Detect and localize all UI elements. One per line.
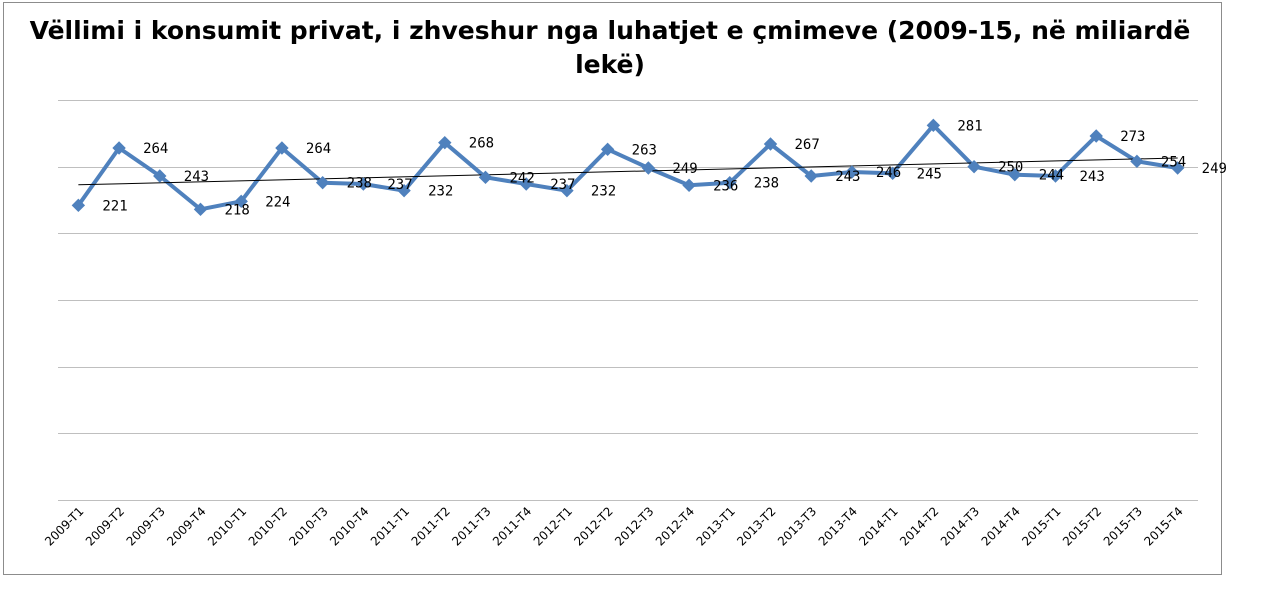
data-label: 264: [306, 141, 331, 157]
x-tick-label: 2011-T1: [368, 504, 412, 548]
x-tick-label: 2009-T1: [42, 504, 86, 548]
data-point-marker: [1089, 129, 1103, 143]
x-tick-label: 2015-T4: [1141, 504, 1185, 548]
x-tick-label: 2012-T2: [571, 504, 615, 548]
data-label: 273: [1120, 129, 1145, 145]
x-tick-label: 2010-T2: [246, 504, 290, 548]
data-label: 238: [754, 176, 779, 192]
data-point-marker: [926, 118, 941, 133]
data-point-marker: [763, 137, 778, 151]
x-tick-label: 2010-T4: [327, 504, 371, 548]
data-label: 221: [102, 198, 127, 214]
x-tick-label: 2015-T2: [1060, 504, 1104, 548]
x-tick-label: 2009-T3: [124, 504, 168, 548]
data-label: 250: [998, 160, 1023, 176]
x-tick-label: 2010-T3: [286, 504, 330, 548]
data-point-marker: [1170, 161, 1185, 175]
x-tick-label: 2012-T1: [531, 504, 575, 548]
x-tick-label: 2012-T3: [612, 504, 656, 548]
trendline: [78, 157, 1178, 186]
chart-title: Vëllimi i konsumit privat, i zhveshur ng…: [29, 16, 1191, 79]
data-point-marker: [315, 175, 330, 190]
data-point-marker: [885, 166, 900, 181]
x-tick-label: 2009-T2: [83, 504, 127, 548]
data-label: 242: [510, 170, 535, 186]
data-point-marker: [804, 169, 818, 183]
data-point-marker: [438, 135, 452, 150]
series-line: [76, 123, 1180, 212]
x-tick-label: 2014-T1: [856, 504, 900, 548]
data-point-marker: [275, 141, 289, 155]
data-label: 243: [184, 169, 209, 185]
data-label: 238: [347, 176, 372, 192]
data-point-marker: [519, 177, 533, 191]
x-tick-label: 2015-T3: [1101, 504, 1145, 548]
data-label: 244: [1039, 168, 1064, 184]
data-point-marker: [600, 142, 615, 157]
data-label: 232: [428, 184, 453, 200]
data-point-marker: [845, 165, 859, 179]
data-label: 254: [1161, 154, 1186, 170]
data-label: 264: [143, 141, 168, 157]
x-tick-label: 2009-T4: [164, 504, 208, 548]
data-point-marker: [560, 183, 574, 198]
data-label: 236: [713, 178, 738, 194]
data-label: 246: [876, 165, 901, 181]
data-point-marker: [1008, 167, 1022, 182]
x-tick-label: 2014-T4: [979, 504, 1023, 548]
data-label: 249: [1202, 161, 1227, 177]
data-point-marker: [397, 183, 411, 198]
data-label: 224: [265, 194, 290, 210]
x-tick-label: 2014-T2: [897, 504, 941, 548]
data-point-marker: [112, 141, 126, 155]
data-label: 263: [632, 142, 657, 158]
x-tick-label: 2011-T3: [449, 504, 493, 548]
data-label: 237: [550, 177, 575, 193]
data-point-marker: [682, 178, 696, 193]
data-label: 281: [957, 118, 982, 134]
x-tick-label: 2010-T1: [205, 504, 249, 548]
data-point-marker: [193, 202, 208, 217]
x-tick-label: 2013-T2: [734, 504, 778, 548]
chart-frame: [3, 2, 1222, 575]
data-label: 245: [917, 166, 942, 182]
data-point-marker: [1130, 154, 1144, 169]
x-tick-label: 2013-T3: [775, 504, 819, 548]
x-tick-label: 2012-T4: [653, 504, 697, 548]
data-label: 232: [591, 184, 616, 200]
data-label: 218: [225, 202, 250, 218]
data-point-marker: [356, 177, 371, 191]
data-point-marker: [153, 169, 167, 183]
x-tick-label: 2013-T4: [816, 504, 860, 548]
x-tick-label: 2013-T1: [694, 504, 738, 548]
data-label: 243: [1080, 169, 1105, 185]
data-label: 268: [469, 136, 494, 152]
data-point-marker: [967, 159, 981, 174]
x-tick-label: 2015-T1: [1019, 504, 1063, 548]
data-point-marker: [478, 170, 493, 185]
data-point-marker: [641, 161, 656, 175]
data-point-marker: [1048, 169, 1063, 183]
data-point-marker: [723, 175, 737, 190]
data-label: 243: [835, 169, 860, 185]
data-label: 249: [672, 161, 697, 177]
data-point-marker: [71, 198, 86, 213]
data-label: 267: [795, 137, 820, 153]
data-point-marker: [234, 194, 248, 209]
x-tick-label: 2014-T3: [938, 504, 982, 548]
x-tick-label: 2011-T2: [409, 504, 453, 548]
data-label: 237: [387, 177, 412, 193]
x-tick-label: 2011-T4: [490, 504, 534, 548]
